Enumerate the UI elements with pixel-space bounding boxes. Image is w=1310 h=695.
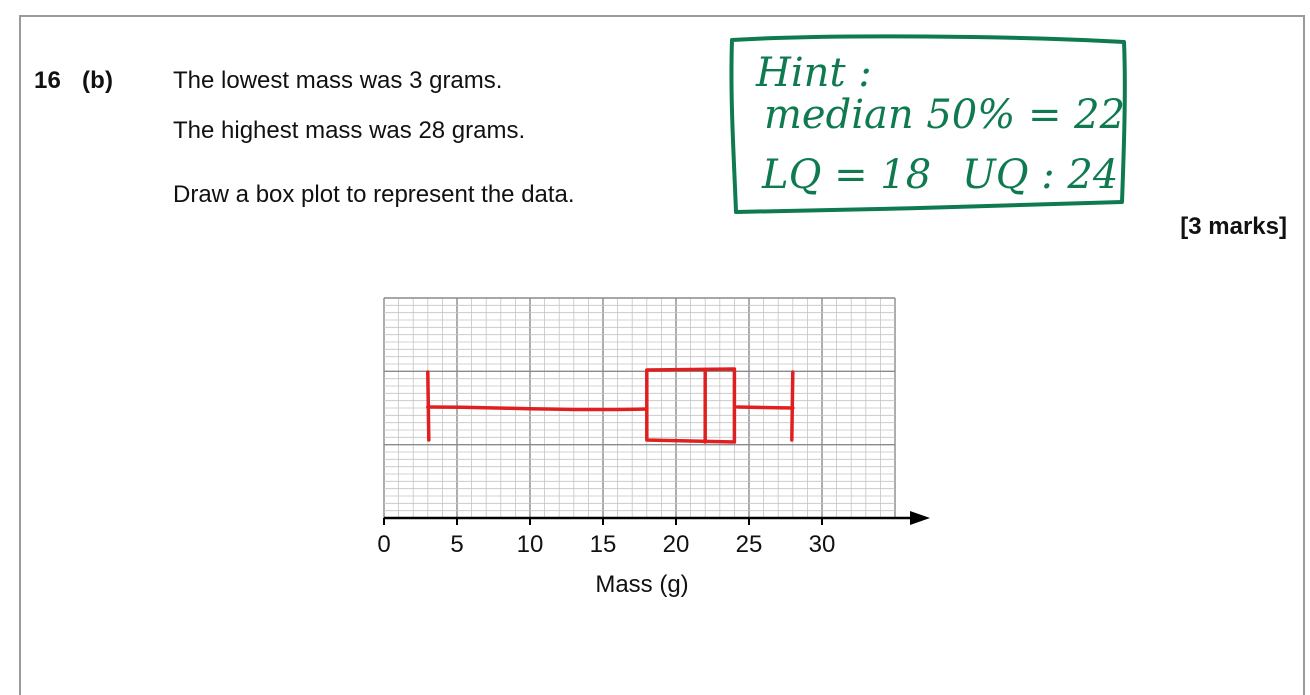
hint-lq: LQ = 18 bbox=[761, 152, 931, 198]
lower-whisker bbox=[426, 405, 649, 412]
x-tick-label: 20 bbox=[663, 531, 690, 558]
hint-box: Hint : median 50% = 22 LQ = 18 UQ : 24 bbox=[729, 34, 1127, 214]
hint-title: Hint : bbox=[755, 50, 872, 96]
question-instruction: Draw a box plot to represent the data. bbox=[173, 181, 575, 208]
x-tick-label: 30 bbox=[809, 531, 836, 558]
x-tick-label: 25 bbox=[736, 531, 763, 558]
max-whisker-end bbox=[790, 370, 795, 442]
x-tick-label: 0 bbox=[377, 531, 390, 558]
hint-median: median 50% = 22 bbox=[764, 92, 1125, 138]
page-frame bbox=[19, 15, 1305, 695]
question-number: 16 (b) bbox=[34, 67, 113, 95]
question-line-highest: The highest mass was 28 grams. bbox=[173, 117, 526, 144]
hint-border bbox=[729, 34, 1127, 214]
question-number-value: 16 bbox=[34, 67, 62, 94]
marks-label: [3 marks] bbox=[1180, 213, 1287, 240]
x-tick-label: 5 bbox=[450, 531, 463, 558]
box-plot bbox=[426, 367, 795, 444]
question-line-lowest: The lowest mass was 3 grams. bbox=[173, 67, 503, 94]
tick-labels: 0 5 10 15 20 25 30 bbox=[377, 531, 835, 558]
upper-whisker bbox=[735, 405, 795, 410]
x-axis bbox=[383, 511, 930, 525]
hint-uq: UQ : 24 bbox=[962, 152, 1118, 198]
question-part: (b) bbox=[81, 67, 114, 94]
x-axis-title: Mass (g) bbox=[595, 571, 688, 598]
x-axis-arrow bbox=[910, 511, 930, 525]
x-tick-label: 15 bbox=[590, 531, 617, 558]
box-plot-chart: 0 5 10 15 20 25 30 Mass (g) bbox=[377, 297, 930, 598]
x-tick-label: 10 bbox=[517, 531, 544, 558]
